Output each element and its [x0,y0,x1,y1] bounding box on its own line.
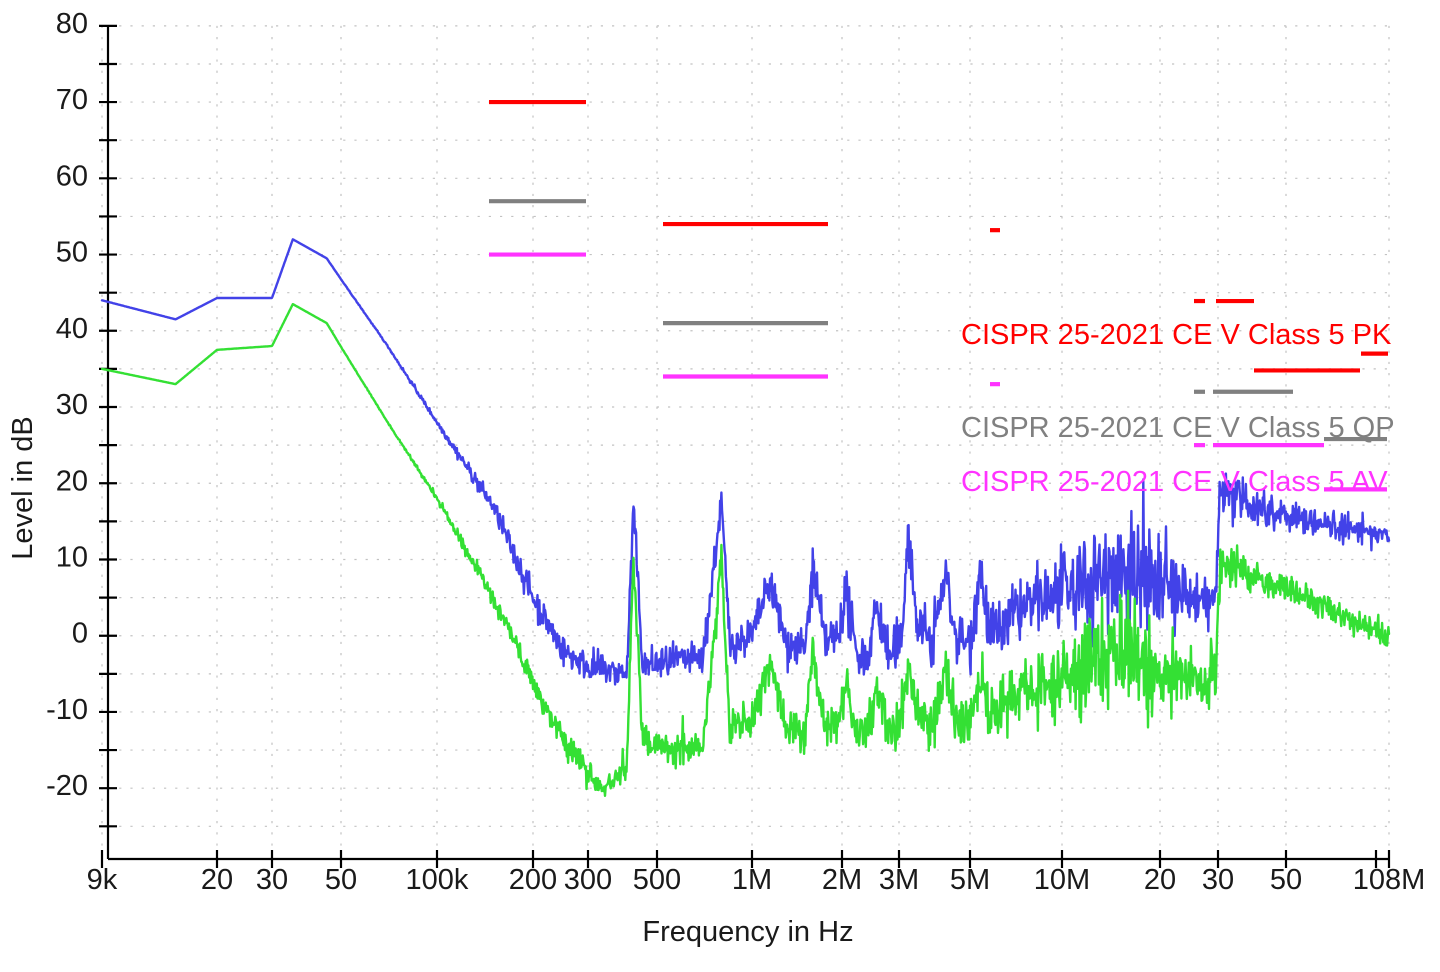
svg-text:-10: -10 [46,694,88,726]
svg-text:200: 200 [509,864,557,896]
svg-text:3M: 3M [879,864,919,896]
svg-text:40: 40 [56,313,88,345]
svg-text:2M: 2M [822,864,862,896]
svg-text:0: 0 [72,618,88,650]
svg-text:Level in dB: Level in dB [7,416,39,560]
svg-text:100k: 100k [406,864,469,896]
svg-text:9k: 9k [87,864,118,896]
svg-text:80: 80 [56,8,88,40]
svg-text:CISPR 25-2021 CE V Class 5 QP: CISPR 25-2021 CE V Class 5 QP [961,412,1395,444]
svg-text:Frequency in Hz: Frequency in Hz [642,916,853,948]
svg-text:60: 60 [56,160,88,192]
svg-text:20: 20 [201,864,233,896]
svg-text:10M: 10M [1034,864,1090,896]
svg-text:50: 50 [56,237,88,269]
svg-text:1M: 1M [732,864,772,896]
svg-text:20: 20 [1144,864,1176,896]
svg-text:70: 70 [56,84,88,116]
svg-text:CISPR 25-2021 CE V Class 5 AV: CISPR 25-2021 CE V Class 5 AV [961,466,1388,498]
svg-text:30: 30 [56,389,88,421]
svg-text:30: 30 [256,864,288,896]
svg-text:-20: -20 [46,770,88,802]
svg-text:500: 500 [633,864,681,896]
svg-text:10: 10 [56,541,88,573]
svg-text:50: 50 [1270,864,1302,896]
svg-text:20: 20 [56,465,88,497]
svg-text:CISPR 25-2021 CE V Class 5 PK: CISPR 25-2021 CE V Class 5 PK [961,319,1392,351]
svg-text:5M: 5M [950,864,990,896]
svg-text:30: 30 [1202,864,1234,896]
svg-text:300: 300 [564,864,612,896]
svg-text:108M: 108M [1353,864,1426,896]
svg-text:50: 50 [325,864,357,896]
